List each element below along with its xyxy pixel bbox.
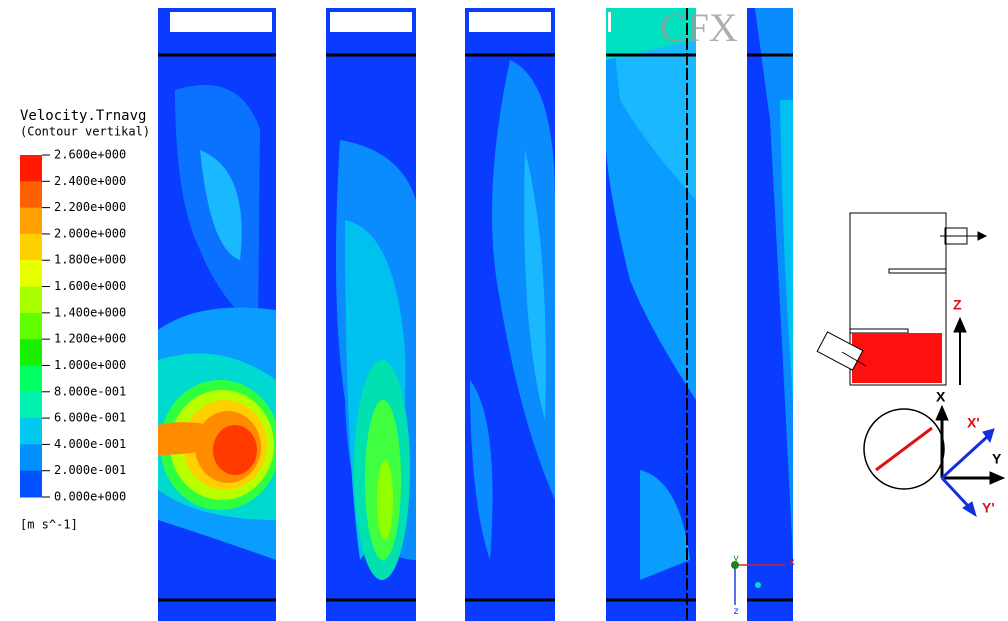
triad: x y z (731, 553, 795, 617)
axis-label: X' (967, 415, 980, 431)
colorbar-band (20, 286, 42, 314)
colorbar-band (20, 181, 42, 209)
triad-label: x (789, 557, 795, 568)
colorbar-band (20, 470, 42, 498)
colorbar-band (20, 391, 42, 419)
schematic (816, 212, 1006, 518)
colorbar-label: 1.000e+000 (54, 358, 126, 372)
colorbar-band (20, 444, 42, 472)
colorbar-band (20, 233, 42, 261)
axis-label: X (936, 389, 946, 405)
colorbar-label: 2.400e+000 (54, 174, 126, 188)
axis-label: Y (992, 451, 1002, 467)
colorbar-label: 1.800e+000 (54, 253, 126, 267)
colorbar-label: 8.000e-001 (54, 384, 126, 398)
triad-label: z (733, 606, 739, 617)
contour-panel (465, 8, 555, 621)
colorbar-band (20, 260, 42, 288)
contour-panel (606, 8, 696, 621)
colorbar-label: 4.000e-001 (54, 437, 126, 451)
axis-label: Y' (982, 500, 995, 516)
colorbar: 2.600e+000 2.400e+000 2.200e+000 2.000e+000… (20, 148, 126, 504)
colorbar-band (20, 339, 42, 366)
colorbar-band (20, 155, 42, 182)
colorbar-label: 2.200e+000 (54, 200, 126, 214)
colorbar-label: 2.600e+000 (54, 148, 126, 162)
legend-subtitle: (Contour vertikal) (20, 125, 150, 139)
contour-panel (747, 8, 793, 621)
logo: CFX (660, 5, 738, 50)
colorbar-band (20, 207, 42, 235)
axis-label: Z (953, 297, 962, 313)
colorbar-label: 1.600e+000 (54, 279, 126, 293)
colorbar-band (20, 365, 42, 393)
colorbar-band (20, 312, 42, 340)
colorbar-band (20, 418, 42, 445)
contour-panel (326, 8, 416, 621)
colorbar-label: 2.000e-001 (54, 463, 126, 477)
colorbar-label: 0.000e+000 (54, 490, 126, 504)
section-lines (158, 53, 793, 602)
colorbar-label: 2.000e+000 (54, 226, 126, 240)
colorbar-label: 6.000e-001 (54, 411, 126, 425)
legend-title: Velocity.Trnavg (20, 108, 146, 124)
legend-unit: [m s^-1] (20, 518, 78, 532)
colorbar-label: 1.400e+000 (54, 305, 126, 319)
panel-frame (170, 12, 611, 32)
colorbar-label: 1.200e+000 (54, 332, 126, 346)
contour-panel (158, 8, 276, 621)
triad-label: y (733, 553, 739, 564)
